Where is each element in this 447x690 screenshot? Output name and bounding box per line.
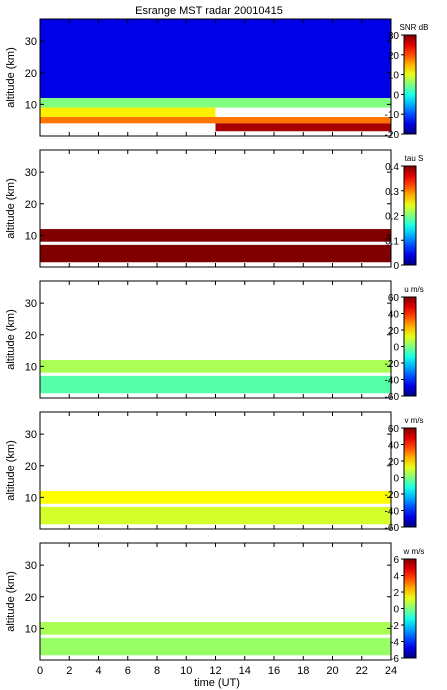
colorbar-label: u m/s [404, 285, 424, 294]
heatmap-layer-v-0 [40, 491, 391, 504]
heatmap-layer-SNR-1 [40, 98, 391, 108]
y-tick-label: 20 [25, 461, 37, 473]
colorbar [403, 34, 417, 135]
x-axis: 0 2 4 6 8 10 12 14 16 18 20 22 24 [37, 665, 397, 677]
x-tick-label: 6 [125, 665, 131, 677]
x-tick-label: 14 [239, 665, 251, 677]
panel-w: 10 20 30 altitude (km) w m/s -6 -4 -2 0 2 4 6 [5, 542, 425, 665]
x-tick-label: 10 [180, 665, 192, 677]
x-tick-label: 16 [268, 665, 280, 677]
colorbar-tick-label: -6 [390, 654, 399, 665]
colorbar-tick-label: 0 [393, 605, 399, 616]
colorbar-label: SNR dB [400, 23, 429, 32]
colorbar-tick-label: 0.1 [385, 236, 399, 247]
colorbar-tick-label: -60 [385, 523, 400, 534]
x-axis-label: time (UT) [194, 677, 240, 689]
heatmap-layer-SNR-0 [40, 19, 391, 99]
colorbar-tick-label: -40 [385, 376, 400, 387]
x-tick-label: 22 [356, 665, 368, 677]
figure-title: Esrange MST radar 20010415 [135, 5, 283, 17]
panel-v: 10 20 30 altitude (km) v m/s -60 -40 -20 0 20 40 60 [5, 411, 424, 534]
y-tick-label: 10 [25, 623, 37, 635]
colorbar-tick-label: -20 [385, 130, 400, 141]
colorbar-tick-label: 4 [393, 572, 399, 583]
colorbar-tick-label: -2 [390, 621, 399, 632]
colorbar-tick-label: 0.3 [385, 187, 399, 198]
y-axis-label: altitude (km) [5, 178, 17, 239]
colorbar [403, 165, 417, 266]
x-tick-label: 8 [154, 665, 160, 677]
y-axis-label: altitude (km) [5, 309, 17, 370]
colorbar [403, 296, 417, 397]
colorbar-tick-label: -60 [385, 392, 400, 403]
y-tick-label: 10 [25, 361, 37, 373]
colorbar-tick-label: 0 [393, 261, 399, 272]
colorbar-tick-label: 20 [388, 326, 400, 337]
y-axis-label: altitude (km) [5, 571, 17, 632]
x-tick-label: 18 [297, 665, 309, 677]
colorbar-tick-label: 0 [393, 343, 399, 354]
panel-SNR: 10 20 30 altitude (km) SNR dB -20 -10 0 10 20 30 [5, 18, 429, 141]
colorbar-tick-label: 40 [388, 441, 400, 452]
y-tick-label: 30 [25, 167, 37, 179]
y-tick-label: 30 [25, 560, 37, 572]
y-tick-label: 10 [25, 492, 37, 504]
colorbar-tick-label: 20 [388, 51, 400, 62]
x-tick-label: 12 [209, 665, 221, 677]
y-tick-label: 30 [25, 429, 37, 441]
y-tick-label: 20 [25, 330, 37, 342]
colorbar-tick-label: 2 [393, 588, 399, 599]
colorbar [403, 558, 417, 659]
colorbar-tick-label: 20 [388, 457, 400, 468]
y-tick-label: 20 [25, 592, 37, 604]
colorbar-tick-label: 10 [388, 71, 400, 82]
x-tick-label: 2 [66, 665, 72, 677]
y-tick-label: 20 [25, 68, 37, 80]
colorbar [403, 427, 417, 528]
colorbar-tick-label: 0 [393, 90, 399, 101]
colorbar-tick-label: -20 [385, 359, 400, 370]
colorbar-tick-label: 40 [388, 310, 400, 321]
x-tick-label: 24 [385, 665, 397, 677]
heatmap-layer-tau-1 [40, 244, 391, 263]
colorbar-tick-label: 60 [388, 293, 400, 304]
panel-u: 10 20 30 altitude (km) u m/s -60 -40 -20 0 20 40 60 [5, 280, 424, 403]
heatmap-layer-SNR-4 [215, 123, 391, 132]
heatmap-layer-SNR-2 [40, 107, 216, 118]
y-tick-label: 10 [25, 99, 37, 111]
colorbar-tick-label: -10 [385, 110, 400, 121]
heatmap-layer-w-1 [40, 637, 391, 656]
colorbar-label: tau S [405, 154, 424, 163]
colorbar-tick-label: -20 [385, 490, 400, 501]
colorbar-tick-label: -4 [390, 638, 399, 649]
colorbar-tick-label: 60 [388, 424, 400, 435]
heatmap-layer-u-0 [40, 360, 391, 373]
heatmap-layer-v-1 [40, 506, 391, 525]
heatmap-layer-w-0 [40, 622, 391, 635]
y-axis-label: altitude (km) [5, 440, 17, 501]
colorbar-tick-label: 0.4 [385, 162, 399, 173]
heatmap-layer-SNR-3 [40, 117, 391, 124]
heatmap-layer-tau-0 [40, 229, 391, 242]
y-tick-label: 30 [25, 298, 37, 310]
colorbar-tick-label: 0 [393, 474, 399, 485]
y-tick-label: 20 [25, 199, 37, 211]
y-tick-label: 30 [25, 36, 37, 48]
panel-tau: 10 20 30 altitude (km) tau S 0 0.1 0.2 0.3 0.4 [5, 149, 424, 272]
x-tick-label: 4 [95, 665, 101, 677]
colorbar-tick-label: -40 [385, 507, 400, 518]
colorbar-tick-label: 30 [388, 31, 400, 42]
y-axis-label: altitude (km) [5, 47, 17, 108]
y-tick-label: 10 [25, 230, 37, 242]
colorbar-tick-label: 6 [393, 555, 399, 566]
x-tick-label: 0 [37, 665, 43, 677]
colorbar-label: v m/s [404, 416, 423, 425]
colorbar-label: w m/s [403, 547, 425, 556]
heatmap-layer-u-1 [40, 375, 391, 394]
x-tick-label: 20 [326, 665, 338, 677]
colorbar-tick-label: 0.2 [385, 212, 399, 223]
